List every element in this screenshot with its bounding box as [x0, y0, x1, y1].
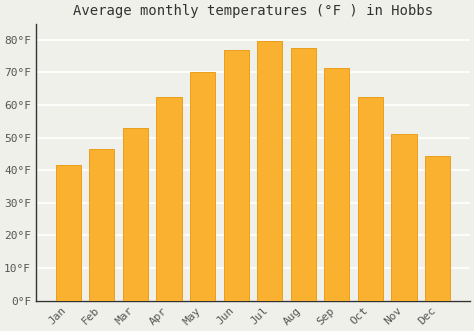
Bar: [291, 48, 316, 301]
Title: Average monthly temperatures (°F ) in Hobbs: Average monthly temperatures (°F ) in Ho…: [73, 4, 433, 18]
Bar: [392, 134, 417, 301]
Bar: [156, 97, 182, 301]
Bar: [224, 50, 249, 301]
Bar: [190, 72, 215, 301]
Bar: [324, 68, 349, 301]
Bar: [358, 97, 383, 301]
Bar: [425, 156, 450, 301]
Bar: [123, 128, 148, 301]
Bar: [89, 149, 115, 301]
Bar: [56, 165, 81, 301]
Bar: [257, 41, 283, 301]
